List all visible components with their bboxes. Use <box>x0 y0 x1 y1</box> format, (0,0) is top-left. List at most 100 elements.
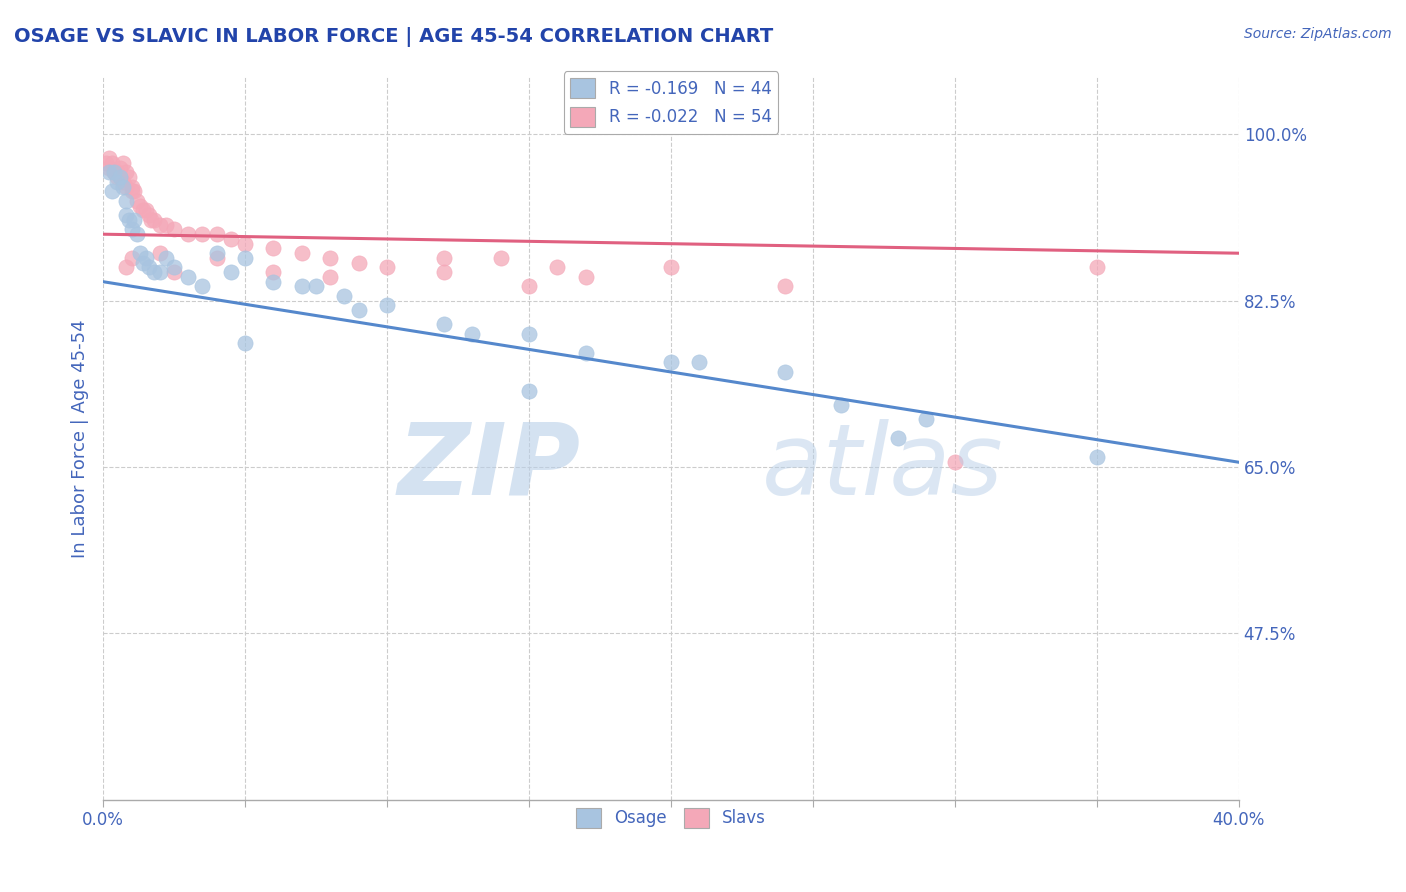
Point <box>659 260 682 275</box>
Point <box>659 355 682 369</box>
Text: Source: ZipAtlas.com: Source: ZipAtlas.com <box>1244 27 1392 41</box>
Point <box>575 269 598 284</box>
Point <box>233 336 256 351</box>
Point <box>205 251 228 265</box>
Text: OSAGE VS SLAVIC IN LABOR FORCE | AGE 45-54 CORRELATION CHART: OSAGE VS SLAVIC IN LABOR FORCE | AGE 45-… <box>14 27 773 46</box>
Point <box>108 161 131 175</box>
Y-axis label: In Labor Force | Age 45-54: In Labor Force | Age 45-54 <box>72 319 89 558</box>
Point <box>124 213 146 227</box>
Point <box>127 194 149 208</box>
Point <box>100 185 122 199</box>
Point <box>121 179 143 194</box>
Point <box>433 251 456 265</box>
Point <box>108 170 131 185</box>
Point <box>163 260 186 275</box>
Point <box>94 156 117 170</box>
Point <box>138 260 160 275</box>
Legend: Osage, Slavs: Osage, Slavs <box>569 801 772 835</box>
Point <box>375 298 398 312</box>
Point <box>143 265 166 279</box>
Point <box>489 251 512 265</box>
Point <box>305 279 328 293</box>
Point <box>100 156 122 170</box>
Point <box>219 265 242 279</box>
Point <box>115 260 138 275</box>
Point <box>433 265 456 279</box>
Point <box>105 165 128 179</box>
Point <box>121 222 143 236</box>
Point <box>1085 260 1108 275</box>
Point <box>115 165 138 179</box>
Text: atlas: atlas <box>762 419 1004 516</box>
Point <box>97 161 120 175</box>
Point <box>177 227 200 242</box>
Point <box>97 151 120 165</box>
Point <box>163 222 186 236</box>
Point <box>375 260 398 275</box>
Point <box>127 227 149 242</box>
Point <box>943 455 966 469</box>
Point <box>108 170 131 185</box>
Point <box>149 246 172 260</box>
Point <box>103 165 125 179</box>
Point <box>155 218 177 232</box>
Point <box>575 346 598 360</box>
Point <box>132 203 155 218</box>
Point <box>205 227 228 242</box>
Point <box>319 251 342 265</box>
Point <box>111 179 134 194</box>
Point <box>517 384 540 398</box>
Point <box>121 185 143 199</box>
Point <box>132 256 155 270</box>
Point <box>118 170 141 185</box>
Point <box>163 265 186 279</box>
Point <box>129 246 152 260</box>
Point <box>205 246 228 260</box>
Point <box>149 265 172 279</box>
Point <box>1085 450 1108 465</box>
Point <box>111 175 134 189</box>
Point <box>461 326 484 341</box>
Point <box>149 218 172 232</box>
Point <box>115 179 138 194</box>
Point <box>688 355 710 369</box>
Point <box>97 165 120 179</box>
Point <box>103 165 125 179</box>
Point <box>121 251 143 265</box>
Point <box>135 203 157 218</box>
Point <box>191 279 214 293</box>
Point <box>773 365 796 379</box>
Point <box>118 213 141 227</box>
Point <box>887 432 910 446</box>
Point <box>333 289 356 303</box>
Point <box>155 251 177 265</box>
Point <box>219 232 242 246</box>
Point <box>517 279 540 293</box>
Point <box>143 213 166 227</box>
Text: ZIP: ZIP <box>396 419 581 516</box>
Point <box>111 156 134 170</box>
Point <box>263 242 285 256</box>
Point <box>546 260 568 275</box>
Point <box>135 251 157 265</box>
Point <box>141 213 163 227</box>
Point <box>105 170 128 185</box>
Point <box>347 256 370 270</box>
Point <box>124 185 146 199</box>
Point <box>233 251 256 265</box>
Point <box>291 279 314 293</box>
Point <box>233 236 256 251</box>
Point <box>830 398 852 412</box>
Point <box>433 318 456 332</box>
Point <box>291 246 314 260</box>
Point <box>263 275 285 289</box>
Point <box>105 175 128 189</box>
Point <box>191 227 214 242</box>
Point <box>138 208 160 222</box>
Point <box>319 269 342 284</box>
Point <box>115 194 138 208</box>
Point <box>347 303 370 318</box>
Point <box>115 208 138 222</box>
Point <box>263 265 285 279</box>
Point <box>129 199 152 213</box>
